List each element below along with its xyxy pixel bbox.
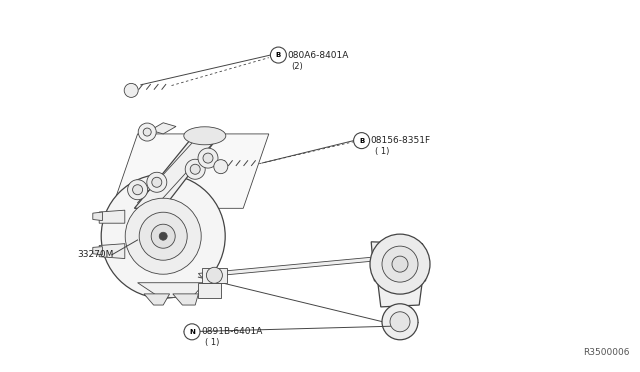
Circle shape xyxy=(132,185,143,195)
Polygon shape xyxy=(144,294,170,305)
Circle shape xyxy=(147,172,167,192)
Circle shape xyxy=(370,234,430,294)
Circle shape xyxy=(159,232,167,240)
Text: 0891B-6401A: 0891B-6401A xyxy=(201,327,262,336)
Text: ( 1): ( 1) xyxy=(374,147,389,156)
Polygon shape xyxy=(198,257,381,277)
Text: 33270M: 33270M xyxy=(77,250,113,259)
Polygon shape xyxy=(138,283,205,298)
Circle shape xyxy=(390,312,410,332)
Circle shape xyxy=(382,246,418,282)
Text: B: B xyxy=(359,138,364,144)
Circle shape xyxy=(125,198,201,274)
Circle shape xyxy=(206,267,223,283)
Polygon shape xyxy=(198,283,221,298)
Circle shape xyxy=(203,153,213,163)
Polygon shape xyxy=(93,212,102,221)
Circle shape xyxy=(190,164,200,174)
Circle shape xyxy=(127,180,148,200)
Polygon shape xyxy=(378,281,422,307)
Circle shape xyxy=(185,159,205,179)
Polygon shape xyxy=(173,294,198,305)
Text: 08156-8351F: 08156-8351F xyxy=(371,136,431,145)
Polygon shape xyxy=(112,134,269,208)
Circle shape xyxy=(184,324,200,340)
Polygon shape xyxy=(134,138,218,208)
Circle shape xyxy=(101,174,225,298)
Polygon shape xyxy=(150,123,176,134)
Circle shape xyxy=(392,256,408,272)
Circle shape xyxy=(140,212,187,260)
Circle shape xyxy=(152,177,162,187)
Circle shape xyxy=(214,160,228,174)
Text: B: B xyxy=(276,52,281,58)
Polygon shape xyxy=(99,244,125,259)
Circle shape xyxy=(143,128,151,136)
Circle shape xyxy=(124,83,138,97)
Circle shape xyxy=(198,148,218,168)
Polygon shape xyxy=(93,247,102,255)
Polygon shape xyxy=(389,307,411,318)
Text: ( 1): ( 1) xyxy=(205,338,220,347)
Polygon shape xyxy=(99,210,125,223)
Circle shape xyxy=(270,47,287,63)
Circle shape xyxy=(151,224,175,248)
Polygon shape xyxy=(371,242,426,281)
Ellipse shape xyxy=(184,127,226,145)
Circle shape xyxy=(353,132,370,149)
Circle shape xyxy=(382,304,418,340)
Circle shape xyxy=(138,123,156,141)
Text: R3500006: R3500006 xyxy=(584,348,630,357)
Polygon shape xyxy=(202,268,227,283)
Text: 080A6-8401A: 080A6-8401A xyxy=(287,51,349,60)
Text: N: N xyxy=(189,329,195,335)
Text: (2): (2) xyxy=(291,61,303,71)
